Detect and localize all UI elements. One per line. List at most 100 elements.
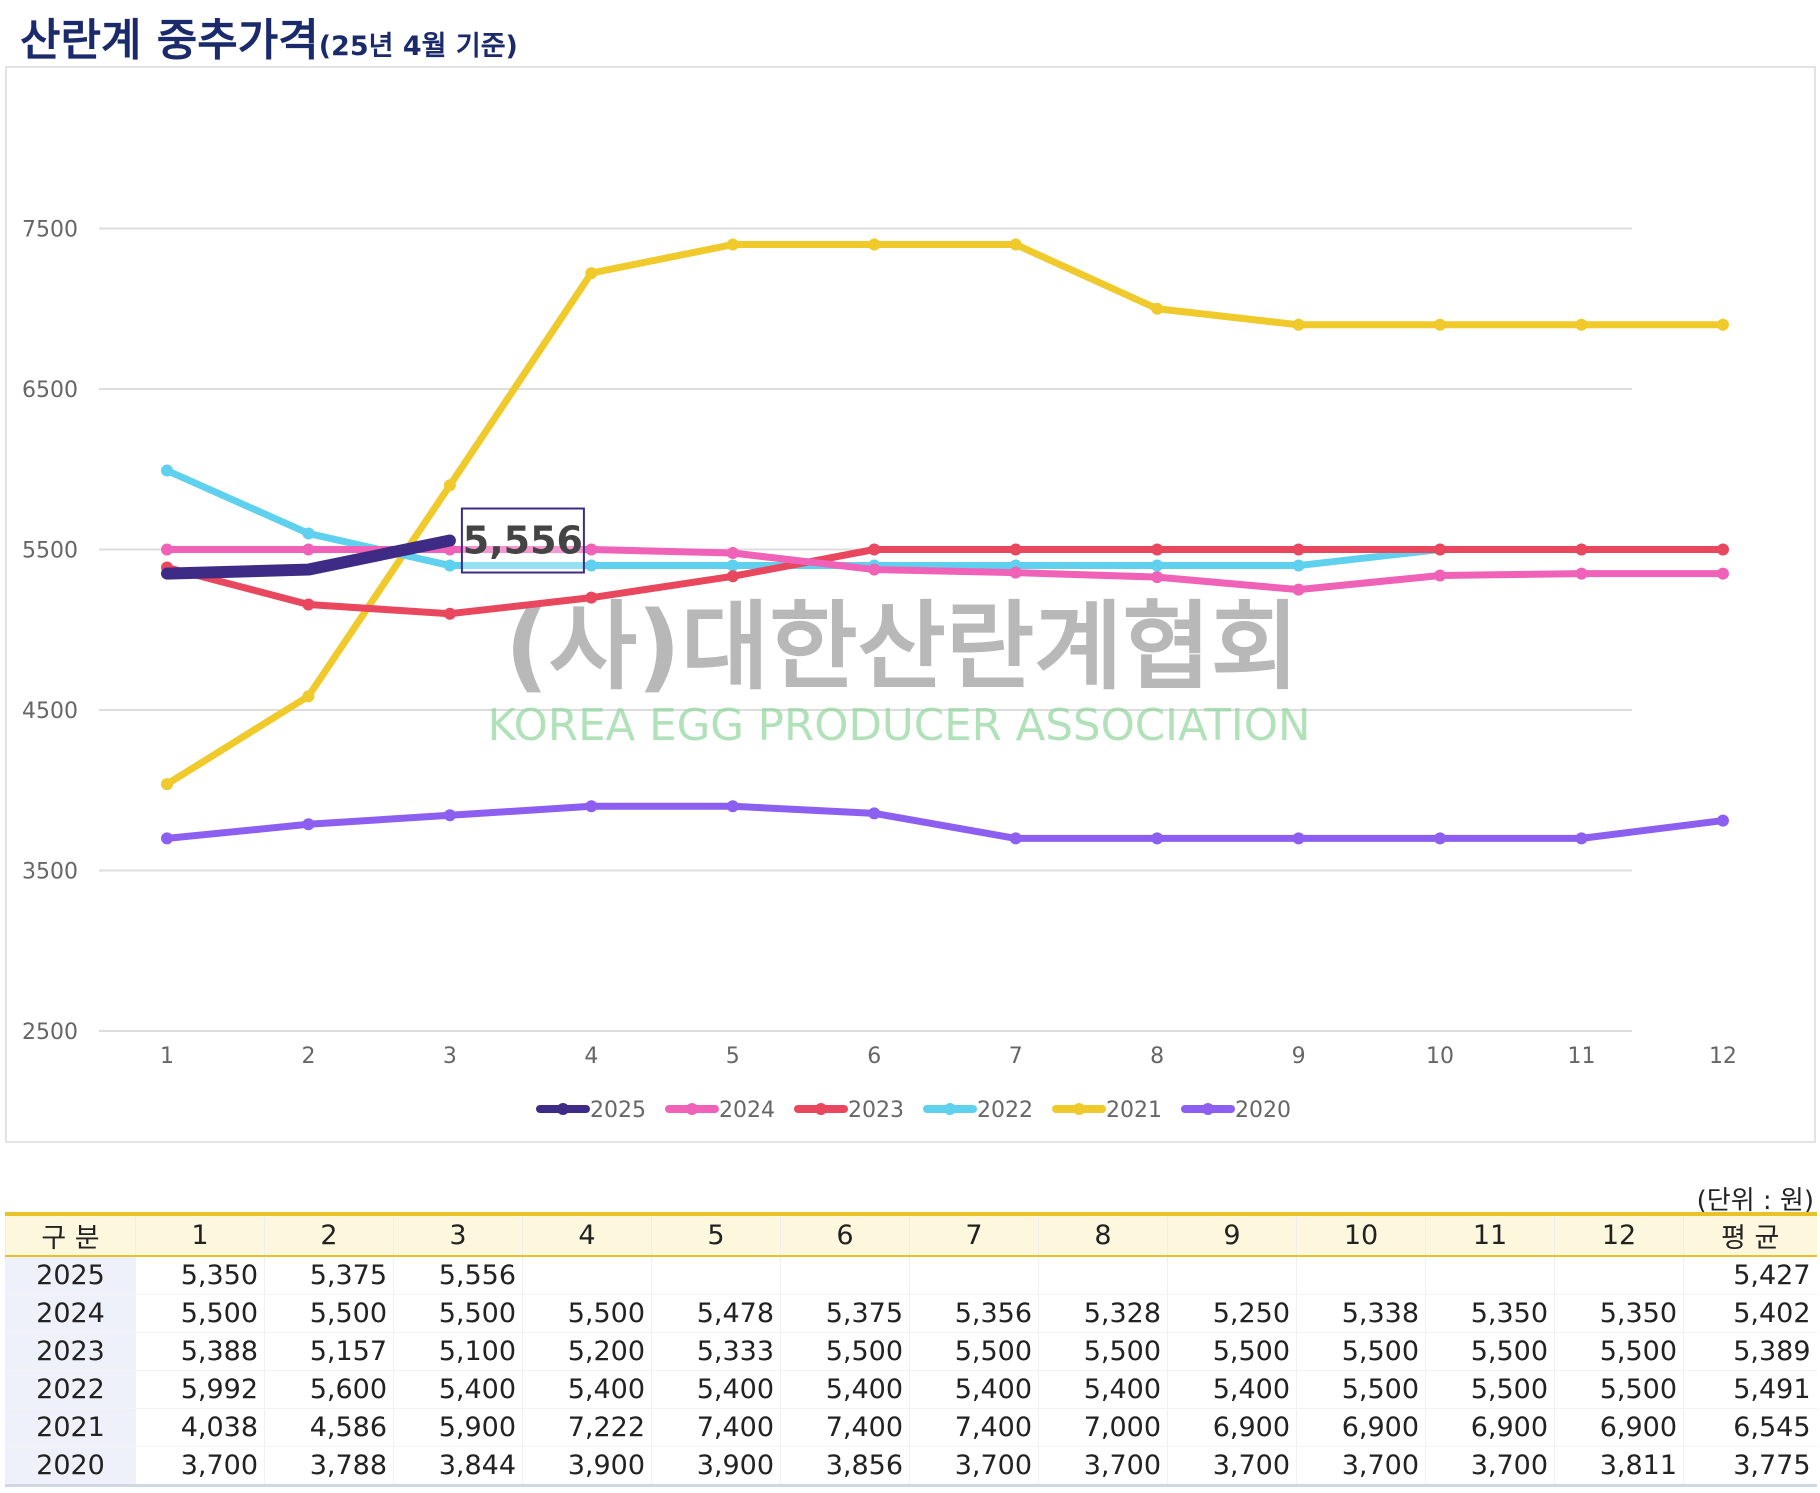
data-point-2020	[161, 832, 173, 845]
data-point-2021	[302, 690, 315, 703]
table-row: 2023 5,388 5,157 5,100 5,200 5,333 5,500 5,500 5…	[5, 1332, 1817, 1371]
data-point-2024	[726, 547, 739, 560]
page-title: 산란계 중추가격(25년 4월 기준)	[20, 4, 518, 68]
y-tick-label: 4500	[22, 699, 78, 724]
data-point-2023	[1434, 543, 1447, 556]
table-cell: 5,500	[1554, 1332, 1684, 1371]
table-header-cell: 평 균	[1683, 1212, 1817, 1257]
table-cell: 3,900	[651, 1446, 781, 1487]
y-tick-label: 5500	[22, 539, 78, 564]
y-tick-label: 7500	[22, 218, 78, 243]
data-point-2023	[585, 591, 598, 604]
title-text: 산란계 중추가격	[20, 15, 319, 66]
table-cell: 5,375	[264, 1256, 394, 1295]
x-tick-label: 8	[1150, 1044, 1164, 1069]
unit-note: (단위 : 원)	[1696, 1186, 1814, 1216]
table-cell: 7,400	[780, 1408, 910, 1447]
table-cell: 5,100	[393, 1332, 523, 1371]
data-point-2023	[726, 570, 739, 583]
table-header-cell: 1	[135, 1212, 265, 1257]
table-cell: 4,038	[135, 1408, 265, 1447]
data-point-2024	[1292, 583, 1305, 596]
table-header-row: 구 분 1 2 3 4 5 6 7 8 9 10 11 12 평 균	[5, 1212, 1817, 1257]
table-cell: 5,400	[909, 1370, 1039, 1409]
table-cell: 5,400	[651, 1370, 781, 1409]
chart-area: 2500 3500 4500 5500 6500 7500 1 2 3 4 5 6 7 8 9 10 11 12(…	[5, 66, 1816, 1143]
data-point-2020	[1009, 832, 1022, 845]
data-point-2024	[161, 543, 173, 556]
table-cell	[651, 1256, 781, 1295]
table-cell: 3,900	[522, 1446, 652, 1487]
watermark-english: KOREA EGG PRODUCER ASSOCIATION	[488, 700, 1311, 751]
table-cell: 4,586	[264, 1408, 394, 1447]
data-point-2021	[1575, 318, 1588, 331]
legend-label-2023: 2023	[848, 1098, 904, 1123]
table-cell: 5,500	[1425, 1370, 1555, 1409]
table-cell: 5,400	[522, 1370, 652, 1409]
table-cell	[780, 1256, 910, 1295]
table-row-year: 2024	[5, 1294, 136, 1333]
x-tick-label: 2	[301, 1044, 315, 1069]
table-header-cell: 11	[1425, 1212, 1555, 1257]
data-point-2021	[1434, 318, 1447, 331]
table-row-year: 2020	[5, 1446, 136, 1487]
table-cell: 7,222	[522, 1408, 652, 1447]
x-tick-label: 3	[443, 1044, 457, 1069]
table-cell: 5,333	[651, 1332, 781, 1371]
data-point-2024	[585, 543, 598, 556]
table-cell: 7,000	[1038, 1408, 1168, 1447]
table-header-cell: 2	[264, 1212, 394, 1257]
data-point-2023	[1716, 543, 1729, 556]
data-point-2020	[585, 800, 598, 813]
data-point-2020	[1716, 814, 1729, 827]
table-cell: 5,500	[264, 1294, 394, 1333]
legend-label-2025: 2025	[590, 1098, 646, 1123]
table-cell: 5,400	[1167, 1370, 1297, 1409]
table-cell	[1425, 1256, 1555, 1295]
y-tick-label: 3500	[22, 860, 78, 885]
y-tick-label: 2500	[22, 1020, 78, 1045]
table-cell: 5,500	[1038, 1332, 1168, 1371]
data-point-2023	[1292, 543, 1305, 556]
table-body: 2025 5,350 5,375 5,556 5,427 2024 5,500 5,500 5,…	[5, 1256, 1817, 1487]
table-cell: 5,400	[393, 1370, 523, 1409]
table-row: 2022 5,992 5,600 5,400 5,400 5,400 5,400 5,400 5…	[5, 1370, 1817, 1409]
table-cell: 5,400	[780, 1370, 910, 1409]
data-point-2020	[1434, 832, 1447, 845]
data-point-2021	[1151, 302, 1164, 315]
table-header-cell: 6	[780, 1212, 910, 1257]
y-tick-label: 6500	[22, 378, 78, 403]
table-cell: 6,900	[1425, 1408, 1555, 1447]
table-cell: 5,375	[780, 1294, 910, 1333]
table-cell-average: 3,775	[1683, 1446, 1817, 1487]
legend-label-2021: 2021	[1106, 1098, 1162, 1123]
table-cell: 5,157	[264, 1332, 394, 1371]
table-header-cell: 7	[909, 1212, 1039, 1257]
watermark-korean: (사)대한산란계협회	[505, 591, 1299, 703]
table-cell: 6,900	[1296, 1408, 1426, 1447]
data-point-2020	[443, 809, 456, 822]
data-point-2020	[1575, 832, 1588, 845]
data-point-2020	[1151, 832, 1164, 845]
x-tick-label: 11	[1568, 1044, 1596, 1069]
table-cell: 3,700	[1296, 1446, 1426, 1487]
data-point-2022	[585, 559, 598, 572]
table-cell: 5,900	[393, 1408, 523, 1447]
data-point-2025	[444, 535, 455, 546]
table-cell: 3,700	[1167, 1446, 1297, 1487]
x-tick-label: 12	[1709, 1044, 1737, 1069]
legend-label-2020: 2020	[1235, 1098, 1291, 1123]
data-point-2022	[726, 559, 739, 572]
table-cell: 5,350	[1554, 1294, 1684, 1333]
legend-marker-2021	[1073, 1103, 1085, 1115]
table-cell	[1167, 1256, 1297, 1295]
table-row: 2021 4,038 4,586 5,900 7,222 7,400 7,400 7,400 7…	[5, 1408, 1817, 1447]
table-cell: 5,200	[522, 1332, 652, 1371]
table-cell: 3,700	[1425, 1446, 1555, 1487]
table-cell: 5,500	[909, 1332, 1039, 1371]
data-point-2021	[868, 238, 881, 251]
table-row: 2020 3,700 3,788 3,844 3,900 3,900 3,856 3,700 3…	[5, 1446, 1817, 1487]
table-cell: 5,600	[264, 1370, 394, 1409]
table-cell: 5,478	[651, 1294, 781, 1333]
x-tick-label: 7	[1009, 1044, 1023, 1069]
